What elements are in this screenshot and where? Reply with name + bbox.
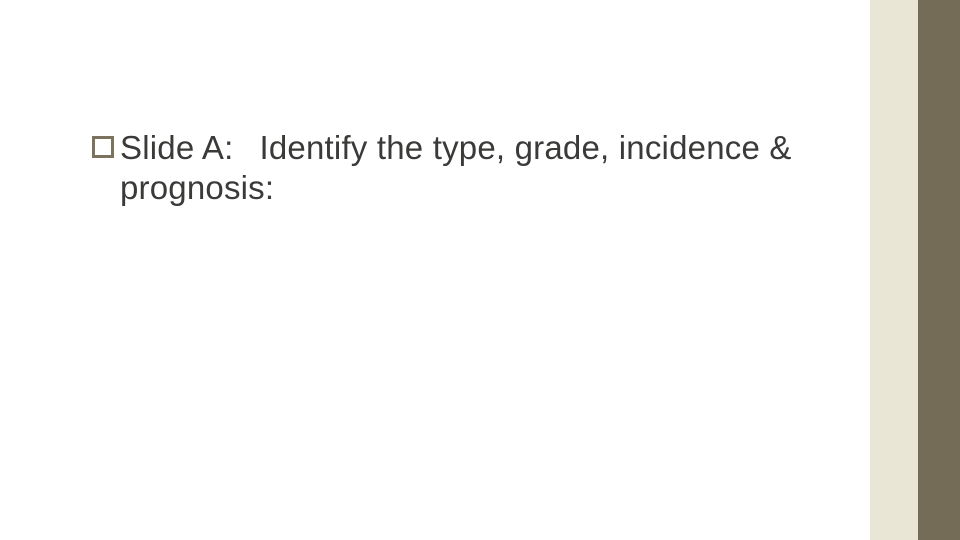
square-bullet-icon [92, 136, 114, 158]
bullet-text: Slide A:Identify the type, grade, incide… [120, 128, 862, 209]
slide-body: Slide A:Identify the type, grade, incide… [92, 128, 862, 209]
bullet-item: Slide A:Identify the type, grade, incide… [92, 128, 862, 209]
bullet-label-part1: Slide A: [120, 129, 234, 166]
sidebar-stripe-dark [918, 0, 960, 540]
